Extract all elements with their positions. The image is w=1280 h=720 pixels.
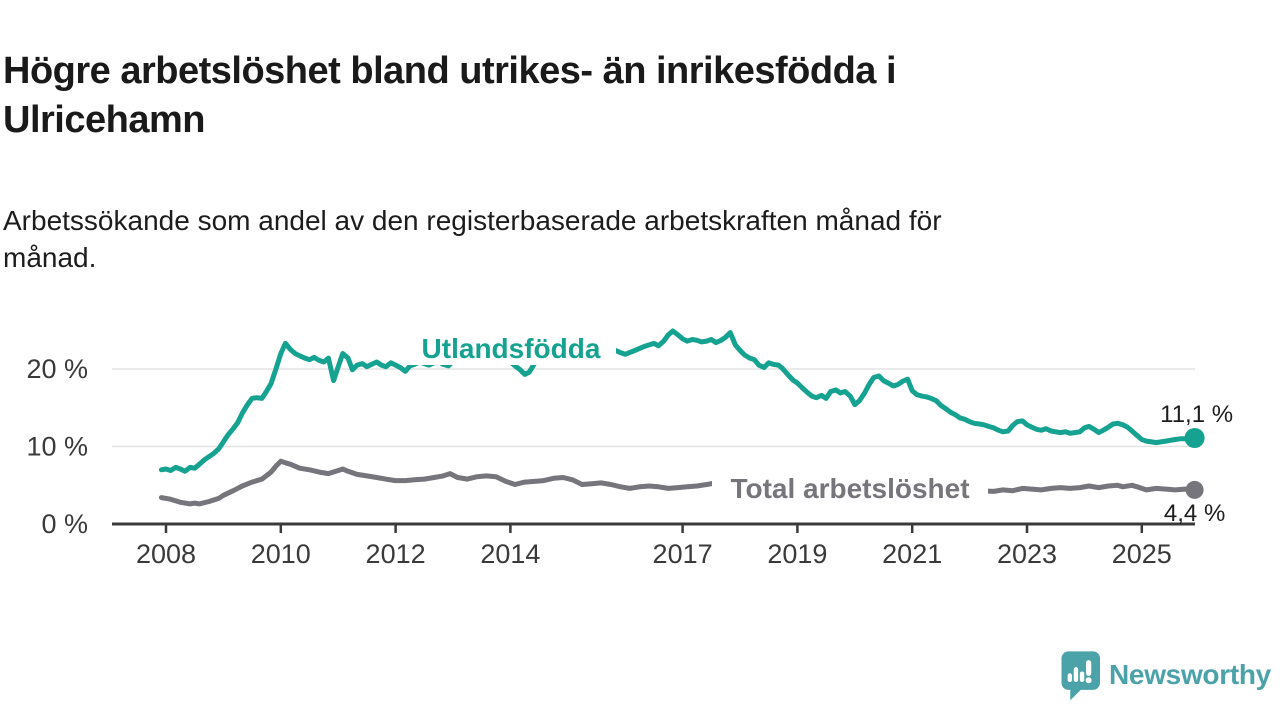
x-tick-label: 2012	[366, 539, 426, 569]
exclamation-dot	[1085, 677, 1092, 684]
newsworthy-logo-link[interactable]: Newsworthy	[1058, 648, 1271, 702]
total-label-background	[712, 471, 988, 503]
x-tick-label: 2008	[136, 539, 196, 569]
total-series-label: Total arbetslöshet	[730, 473, 969, 504]
x-tick-label: 2017	[653, 539, 713, 569]
total-end-dot	[1185, 480, 1204, 499]
y-tick-label: 10 %	[26, 432, 88, 462]
newsworthy-bubble-chart-icon	[1061, 651, 1100, 701]
total-end-value: 4,4 %	[1164, 500, 1225, 527]
exclamation-bar	[1086, 660, 1092, 676]
x-tick-label: 2010	[251, 539, 311, 569]
bar-3	[1079, 671, 1085, 682]
x-tick-label: 2014	[480, 539, 540, 569]
chart-subtitle: Arbetssökande som andel av den registerb…	[3, 202, 1193, 276]
title-line-2: Ulricehamn	[3, 99, 205, 142]
x-tick-label: 2019	[767, 539, 827, 569]
foreign-born-end-value: 11,1 %	[1160, 401, 1233, 428]
x-tick-label: 2023	[997, 539, 1057, 569]
subtitle-line-1: Arbetssökande som andel av den registerb…	[3, 205, 942, 236]
x-axis-ticks: 2008 2010 2012 2014 2017 2019 2021 2023 2025	[136, 524, 1172, 569]
y-tick-label: 0 %	[41, 509, 88, 539]
bar-1	[1067, 673, 1072, 682]
subtitle-line-2: månad.	[3, 242, 97, 273]
x-tick-label: 2025	[1112, 539, 1172, 569]
page-title: Högre arbetslöshet bland utrikes- än inr…	[3, 47, 1153, 145]
title-line-1: Högre arbetslöshet bland utrikes- än inr…	[3, 50, 897, 93]
newsworthy-logo-text: Newsworthy	[1109, 659, 1271, 690]
foreign-born-end-dot	[1184, 428, 1205, 448]
foreign-born-label-background	[406, 331, 616, 365]
foreign-born-line	[158, 328, 1198, 474]
x-tick-label: 2021	[882, 539, 942, 569]
y-tick-label: 20 %	[26, 354, 88, 384]
gridlines	[112, 368, 1195, 448]
foreign-born-series-label: Utlandsfödda	[422, 333, 601, 364]
total-unemployment-line	[158, 458, 1198, 507]
y-axis-labels: 0 % 10 % 20 %	[26, 354, 88, 539]
bar-2	[1073, 667, 1079, 682]
